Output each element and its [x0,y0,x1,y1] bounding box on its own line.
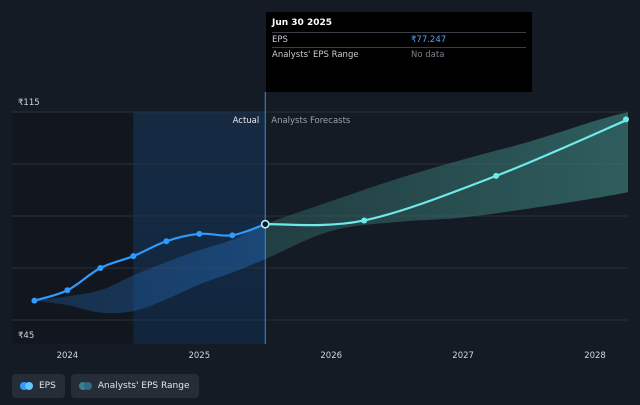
tooltip-range-label: Analysts' EPS Range [272,50,359,60]
eps-range-band-actual [34,224,266,314]
tooltip: Jun 30 2025 EPS ₹77.247 Analysts' EPS Ra… [266,12,532,92]
legend: EPS Analysts' EPS Range [12,374,199,398]
tooltip-eps-label: EPS [272,35,288,45]
eps-point [229,232,236,239]
axis-labels: Actual Analysts Forecasts ₹115 ₹45 2024 202… [18,98,606,361]
eps-point [64,287,71,294]
tooltip-row-eps: EPS ₹77.247 [272,32,526,47]
eps-highlight-point [260,219,270,229]
eps-point [31,297,38,304]
eps-point [196,230,203,237]
x-tick-label: 2027 [452,351,474,361]
legend-label-eps-range: Analysts' EPS Range [97,381,190,391]
tooltip-date: Jun 30 2025 [272,18,333,28]
x-tick-label: 2024 [57,351,79,361]
x-tick-label: 2025 [188,351,210,361]
region-label-actual: Actual [233,116,260,126]
tooltip-range-value: No data [411,50,445,60]
x-tick-label: 2028 [584,351,606,361]
legend-item-eps[interactable]: EPS [12,374,65,398]
eps-point [97,265,104,271]
y-tick-label: ₹45 [18,331,34,341]
tooltip-eps-value: ₹77.247 [411,35,447,45]
legend-item-eps-range[interactable]: Analysts' EPS Range [70,374,199,398]
tooltip-row-range: Analysts' EPS Range No data [272,47,526,62]
eps-point [163,238,170,245]
eps-legend-icon [20,382,33,390]
eps-forecast-point [623,116,629,123]
eps-forecast-point [361,217,368,224]
y-tick-label: ₹115 [18,98,40,108]
eps-forecast-point [493,172,500,179]
eps-points [31,116,629,304]
region-label-forecast: Analysts Forecasts [271,116,351,126]
legend-label-eps: EPS [39,381,56,391]
range-legend-icon [78,382,92,390]
eps-forecast-line [265,118,629,227]
actual-region [133,112,266,344]
eps-point [130,253,137,260]
x-tick-label: 2026 [320,351,342,361]
